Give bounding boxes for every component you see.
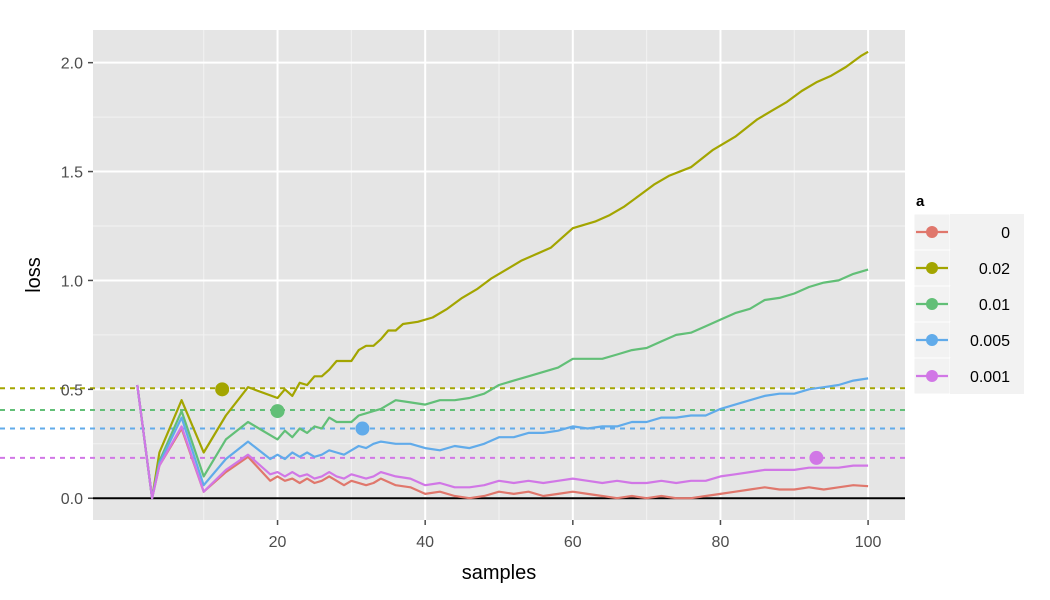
y-axis-title: loss	[23, 257, 45, 293]
legend-label: 0.001	[970, 369, 1010, 386]
x-tick-label: 100	[855, 534, 882, 551]
legend-title: a	[916, 193, 925, 210]
x-tick-label: 60	[564, 534, 582, 551]
legend-label: 0.01	[979, 297, 1010, 314]
legend-label: 0.005	[970, 333, 1010, 350]
series-line-0.001	[136, 384, 869, 500]
legend: a 0 0.02 0.01 0.005 0.001	[913, 193, 1024, 395]
x-tick-label: 40	[416, 534, 434, 551]
legend-label-bg-0.005	[950, 322, 1024, 358]
series-markers	[215, 382, 824, 465]
y-tick-label: 1.0	[61, 273, 83, 290]
x-axis: 20 40 60 80 100	[269, 520, 882, 551]
series-lines	[136, 50, 869, 500]
series-line-0.02	[136, 50, 869, 500]
reference-dashed-lines	[0, 387, 905, 459]
legend-label-bg-0.02	[950, 250, 1024, 286]
y-axis: 0.0 0.5 1.0 1.5 2.0	[61, 56, 93, 508]
y-tick-label: 0.0	[61, 491, 83, 508]
y-tick-label: 1.5	[61, 165, 83, 182]
series-marker-0.02	[215, 382, 230, 397]
legend-label-bg-0.001	[950, 358, 1024, 394]
series-marker-0.01	[270, 404, 285, 419]
series-marker-0.005	[355, 421, 370, 436]
legend-dot-0.001	[926, 370, 938, 382]
legend-label-bg-0.01	[950, 286, 1024, 322]
legend-label: 0	[1001, 225, 1010, 242]
y-tick-label: 0.5	[61, 382, 83, 399]
legend-dot-0	[926, 226, 938, 238]
legend-dot-0.005	[926, 334, 938, 346]
x-tick-label: 20	[269, 534, 287, 551]
legend-dot-0.02	[926, 262, 938, 274]
y-tick-label: 2.0	[61, 56, 83, 73]
series-line-0.01	[136, 268, 869, 500]
series-line-0.005	[136, 377, 869, 500]
x-tick-label: 80	[712, 534, 730, 551]
legend-dot-0.01	[926, 298, 938, 310]
legend-label-bg-0	[950, 214, 1024, 250]
series-line-0	[136, 384, 869, 500]
legend-label: 0.02	[979, 261, 1010, 278]
series-marker-0.001	[809, 450, 824, 465]
x-axis-title: samples	[462, 562, 536, 584]
